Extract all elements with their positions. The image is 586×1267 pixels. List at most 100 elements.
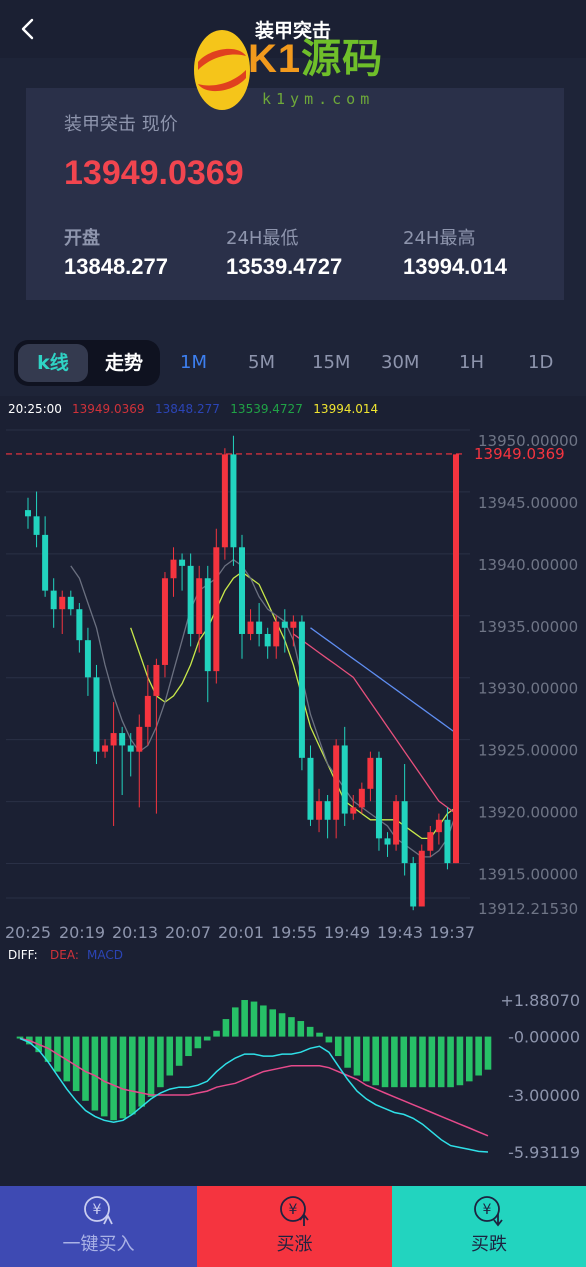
macd-diff-line (19, 1037, 489, 1153)
svg-text:¥: ¥ (483, 1202, 492, 1218)
macd-histogram-bar (138, 1036, 145, 1107)
page-title: 装甲突击 (254, 20, 331, 42)
macd-histogram-bar (213, 1030, 220, 1037)
stat-value: 13848.277 (64, 254, 168, 279)
candle-body (59, 596, 66, 610)
legend-value: 13848.277 (155, 402, 220, 416)
candle-body (418, 850, 425, 907)
quick-buy-label: 一键买入 (62, 1234, 135, 1255)
macd-histogram-bar (250, 1001, 258, 1037)
candle-body (204, 578, 211, 672)
ma-line (130, 571, 457, 840)
candle-body (290, 621, 297, 628)
candle-body (367, 757, 374, 789)
x-tick-label: 20:19 (59, 923, 105, 942)
macd-histogram-bar (185, 1036, 192, 1057)
quick-buy-button[interactable]: ¥ 一键买入 (0, 1186, 197, 1267)
yuan-arrow-up-icon: ¥ (279, 1196, 309, 1226)
candle-body (316, 801, 323, 820)
macd-histogram-bar (400, 1036, 408, 1088)
macd-dea-line (19, 1037, 489, 1137)
macd-histogram-bar (484, 1036, 492, 1070)
candle-body (281, 621, 288, 628)
macd-histogram-bar (419, 1036, 426, 1088)
tab-kline[interactable]: k线 (18, 344, 88, 382)
macd-histogram-bar (175, 1036, 183, 1066)
y-tick-label: 13915.00000 (478, 866, 578, 884)
stat-label: 开盘 (64, 228, 100, 249)
tab-period-30m[interactable]: 30M (381, 352, 420, 373)
ma-line (310, 627, 457, 734)
macd-histogram-bar (100, 1036, 108, 1117)
macd-histogram-bar (147, 1036, 155, 1097)
candle-body (119, 733, 126, 746)
tab-period-5m[interactable]: 5M (248, 352, 275, 373)
macd-histogram-bar (63, 1036, 71, 1082)
candle-body (273, 621, 280, 647)
tab-period-1d[interactable]: 1D (528, 352, 554, 373)
candle-body (161, 578, 168, 665)
macd-histogram-bar (157, 1036, 164, 1088)
y-tick-label: 13925.00000 (478, 742, 578, 760)
candle-body (410, 863, 417, 907)
tab-period-1m[interactable]: 1M (180, 352, 207, 373)
candle-body (50, 590, 57, 610)
buy-down-label: 买跌 (471, 1234, 507, 1255)
candle-body (358, 788, 365, 808)
legend-value: 13539.4727 (230, 402, 303, 416)
chevron-left-icon (21, 18, 34, 40)
candle-body (350, 807, 357, 814)
macd-histogram-bar (325, 1036, 333, 1043)
candle-body (230, 454, 237, 548)
macd-histogram-bar (372, 1036, 379, 1086)
candle-body (375, 757, 382, 839)
buy-down-button[interactable]: ¥ 买跌 (392, 1186, 586, 1267)
watermark-logo: K1源码 k1ym.com (192, 26, 402, 112)
candle-body (127, 745, 134, 752)
macd-histogram-bar (119, 1036, 127, 1119)
back-button[interactable] (14, 14, 42, 44)
macd-y-tick-label: -0.00000 (508, 1028, 580, 1047)
macd-histogram-bar (222, 1019, 230, 1037)
macd-histogram-bar (72, 1036, 80, 1092)
candle-body (42, 534, 49, 591)
candle-body (110, 733, 117, 746)
macd-y-tick-label: +1.88070 (500, 991, 580, 1010)
candle-body (221, 454, 228, 548)
buy-up-button[interactable]: ¥ 买涨 (197, 1186, 392, 1267)
x-tick-label: 19:55 (271, 923, 317, 942)
header: 装甲突击 (0, 0, 586, 58)
tab-period-15m[interactable]: 15M (312, 352, 351, 373)
candle-body (435, 819, 442, 833)
macd-histogram-bar (288, 1017, 295, 1037)
y-tick-label: 13940.00000 (478, 556, 578, 574)
candle-body (213, 547, 220, 672)
chart-area[interactable]: 20:25:00 13949.0369 13848.277 13539.4727 139… (0, 396, 586, 1186)
macd-legend-macd: MACD (87, 948, 123, 962)
candle-body (333, 745, 340, 820)
tab-trend[interactable]: 走势 (104, 352, 143, 374)
candle-body (25, 510, 31, 517)
candle-body (84, 640, 91, 678)
candle-body (324, 801, 331, 820)
kline-chart[interactable]: 20:25:00 13949.0369 13848.277 13539.4727 139… (0, 396, 586, 1186)
candle-body (264, 633, 271, 647)
candle-body (93, 677, 100, 752)
stat-label: 24H最低 (226, 228, 299, 249)
macd-histogram-bar (447, 1036, 454, 1088)
tab-period-1h[interactable]: 1H (459, 352, 484, 373)
macd-histogram-bar (194, 1036, 202, 1049)
macd-histogram-bar (437, 1036, 445, 1088)
macd-histogram-bar (129, 1036, 136, 1115)
price-label: 装甲突击 现价 (64, 114, 178, 135)
logo-url: k1ym.com (262, 90, 375, 108)
candle-body (307, 757, 314, 820)
view-toggle: k线 走势 (14, 340, 160, 386)
macd-histogram-bar (166, 1036, 174, 1076)
legend-time: 20:25:00 (8, 402, 62, 416)
macd-histogram-bar (381, 1036, 389, 1088)
candle-body (239, 547, 245, 634)
bottom-action-bar: ¥ 一键买入 ¥ 买涨 ¥ 买跌 (0, 1186, 586, 1267)
candle-body (153, 664, 160, 696)
macd-histogram-bar (391, 1036, 398, 1088)
